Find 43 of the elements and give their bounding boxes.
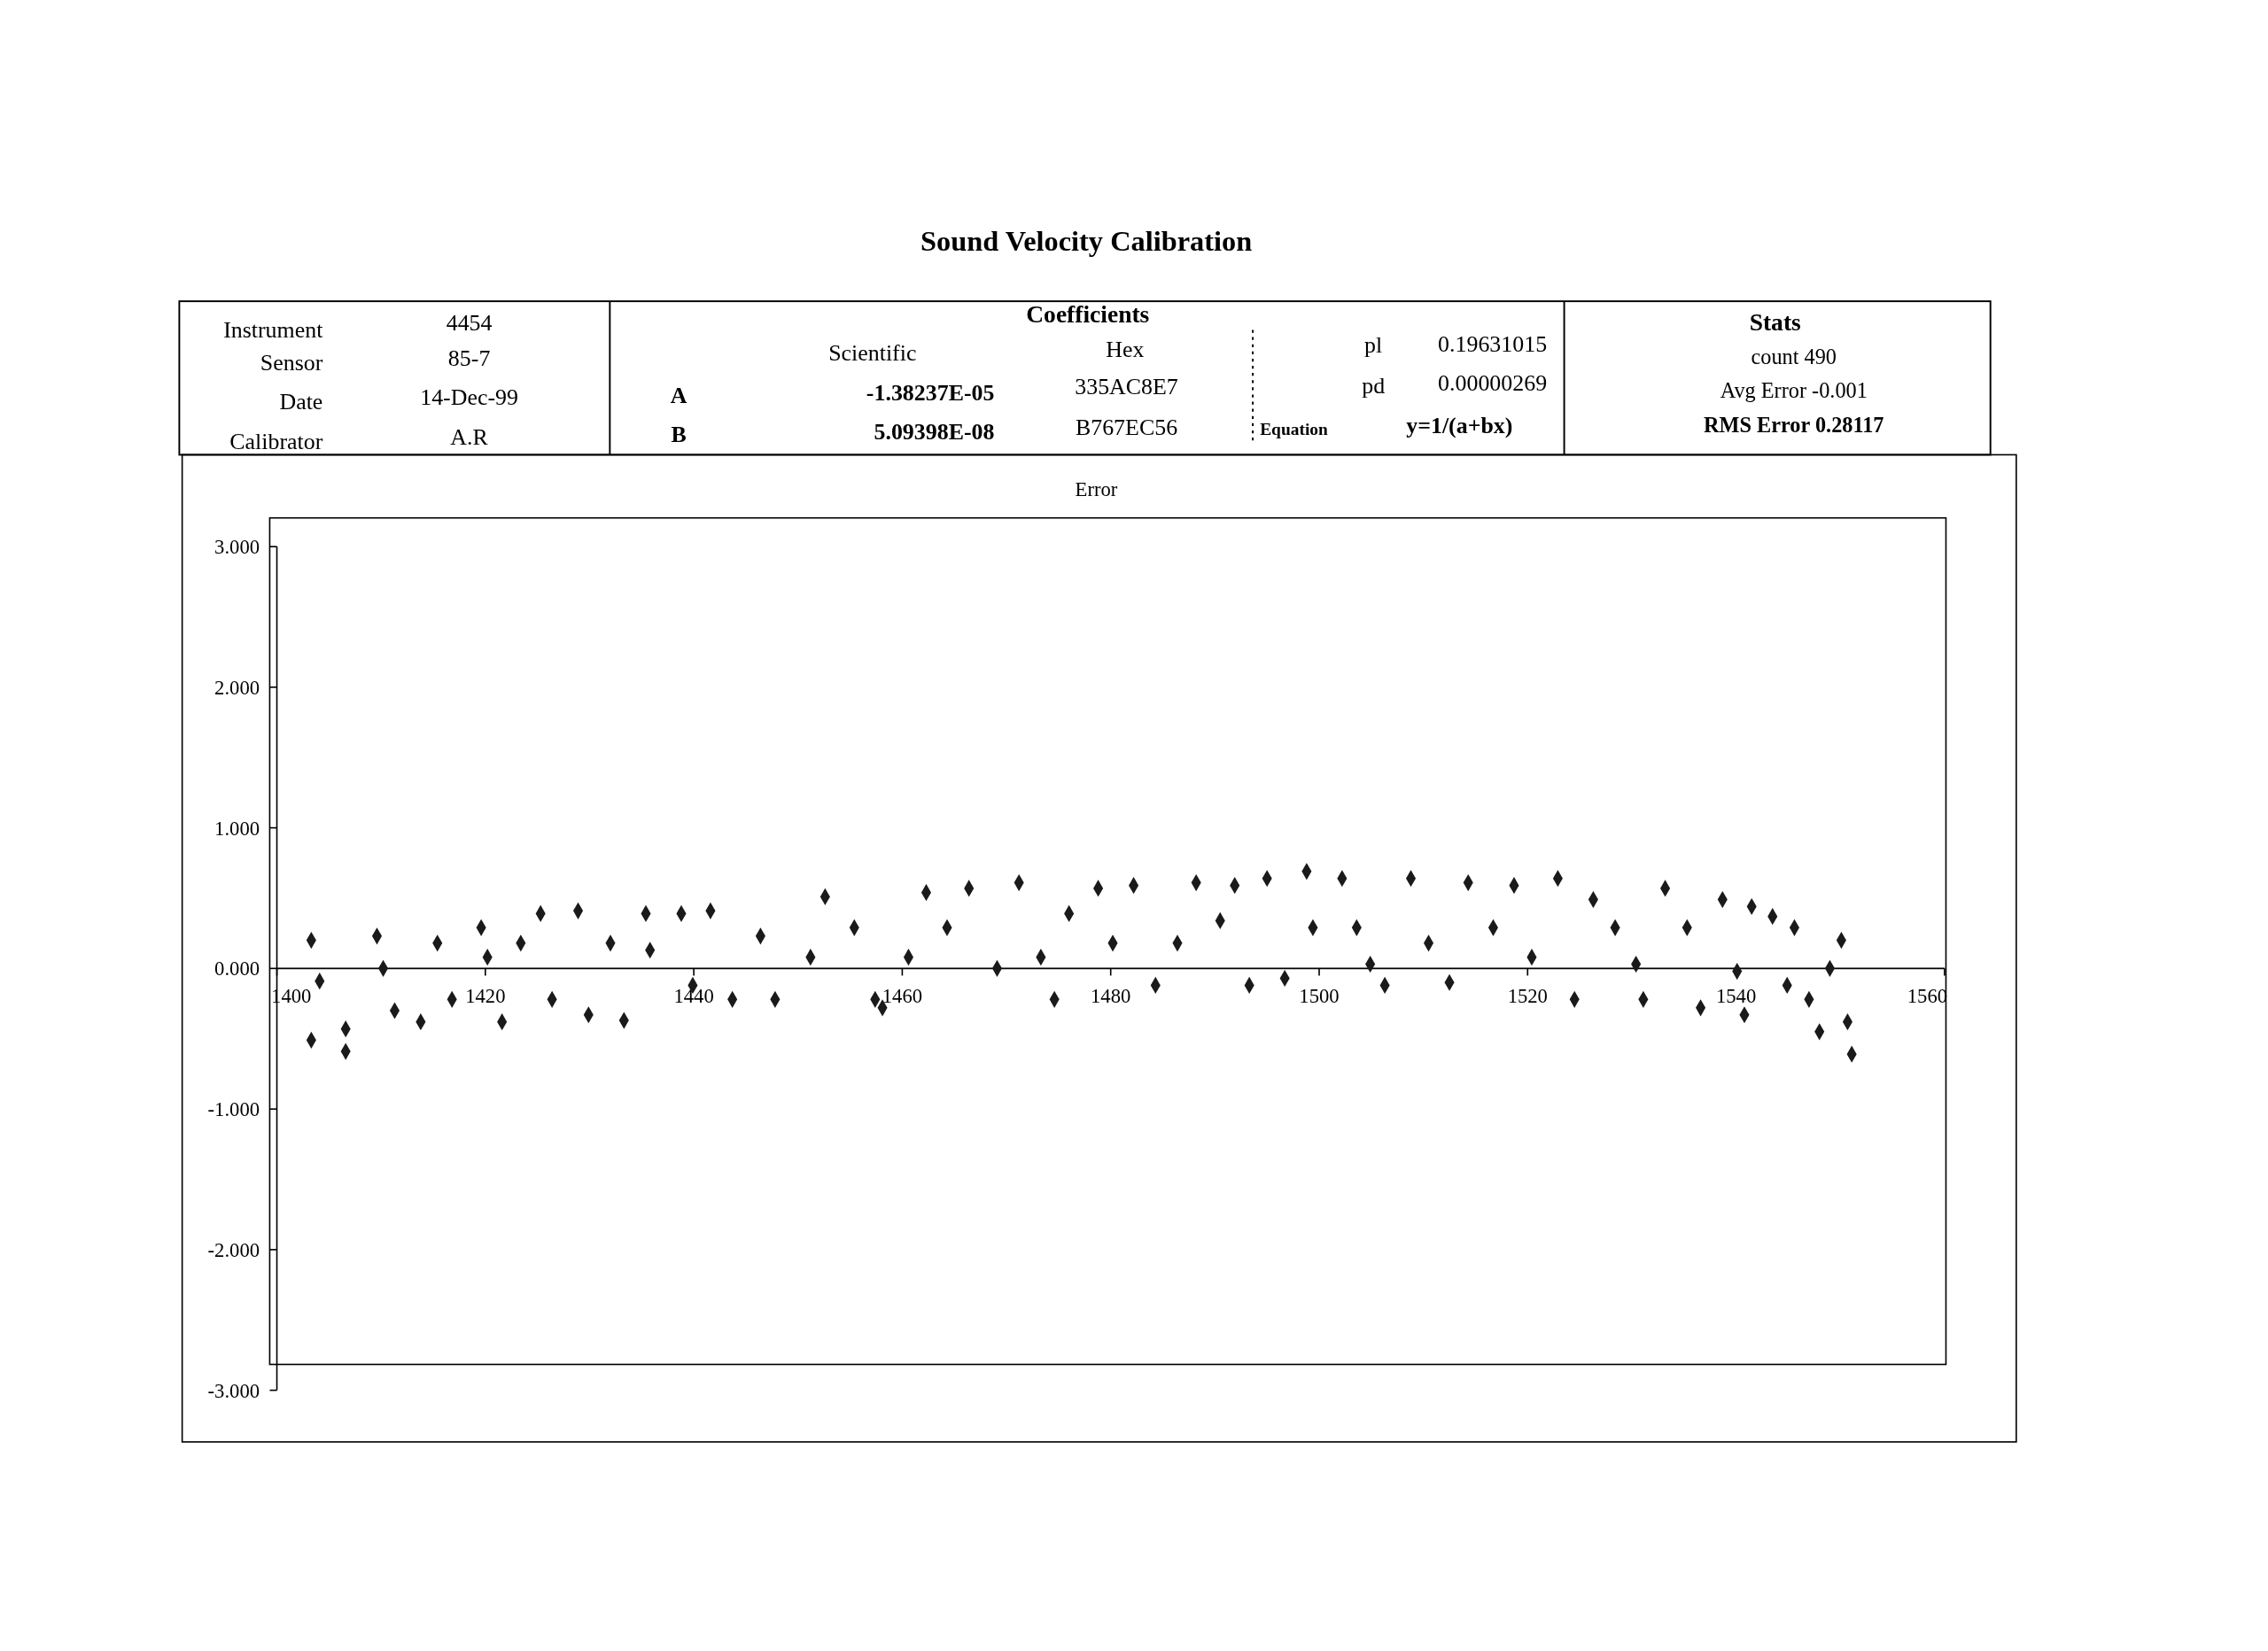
y-tick-label: -1.000 — [207, 1098, 260, 1121]
text: Instrument — [223, 316, 324, 343]
text: Avg Error -0.001 — [1720, 377, 1868, 402]
x-tick-label: 1480 — [1091, 985, 1131, 1008]
text: count 490 — [1751, 345, 1837, 369]
chart-subtitle: Error — [1075, 478, 1118, 501]
y-tick-label: 3.000 — [214, 536, 260, 559]
x-tick-label: 1540 — [1715, 985, 1757, 1008]
text: 335AC8E7 — [1075, 374, 1178, 400]
text: pl — [1364, 332, 1383, 359]
y-tick-label: 0.000 — [214, 957, 260, 981]
text: 14-Dec-99 — [420, 384, 518, 410]
text: Date — [279, 388, 323, 415]
text: Stats — [1749, 307, 1802, 336]
text: Equation — [1260, 419, 1329, 438]
x-tick-label: 1460 — [882, 985, 923, 1008]
text: Sensor — [260, 349, 323, 376]
text: A — [670, 383, 687, 409]
x-tick-label: 1500 — [1299, 985, 1340, 1008]
x-tick-label: 1440 — [673, 985, 714, 1008]
text: Scientific — [828, 339, 917, 366]
x-tick-label: 1520 — [1507, 985, 1548, 1008]
text: A.R — [450, 424, 489, 451]
y-tick-label: -2.000 — [207, 1238, 260, 1261]
x-tick-label: 1420 — [465, 985, 506, 1008]
text: y=1/(a+bx) — [1406, 413, 1513, 439]
text: 4454 — [446, 309, 493, 336]
chart-title: Sound Velocity Calibration — [920, 225, 1253, 258]
y-tick-label: 1.000 — [214, 817, 260, 840]
text: -1.38237E-05 — [866, 379, 995, 406]
text: Hex — [1106, 337, 1145, 363]
text: Coefficients — [1026, 300, 1150, 329]
text: pd — [1362, 372, 1386, 399]
text: RMS Error 0.28117 — [1704, 412, 1884, 437]
text: Calibrator — [229, 428, 323, 454]
y-tick-label: -3.000 — [207, 1379, 260, 1402]
text: B — [671, 421, 687, 447]
text: 85-7 — [447, 345, 491, 372]
text: 5.09398E-08 — [874, 418, 995, 445]
text: 0.19631015 — [1438, 330, 1548, 357]
y-tick-label: 2.000 — [214, 676, 260, 699]
text: B767EC56 — [1075, 414, 1178, 440]
text: 0.00000269 — [1438, 369, 1548, 396]
